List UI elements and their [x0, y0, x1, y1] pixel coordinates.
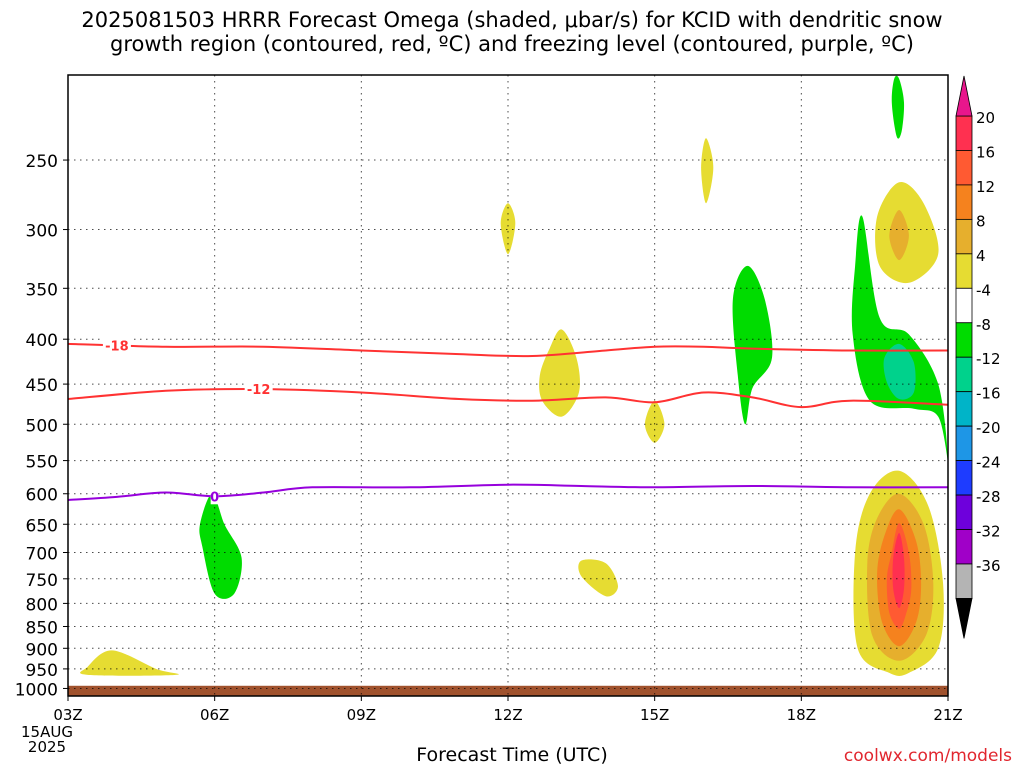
x-tick-label-18Z: 18Z — [787, 706, 816, 724]
colorbar-label-3: 8 — [976, 212, 986, 230]
omega-region-ascent-4 — [199, 493, 242, 599]
x-tick-label-09Z: 09Z — [347, 706, 376, 724]
colorbar-label-13: -36 — [976, 557, 1001, 575]
colorbar-label-9: -20 — [976, 419, 1001, 437]
x-date-label-1: 2025 — [28, 738, 66, 756]
contour-label-bg-2 — [210, 488, 219, 505]
omega-region-descent-16 — [578, 559, 618, 597]
x-tick-label-03Z: 03Z — [53, 706, 82, 724]
colorbar-bin-5 — [955, 287, 973, 324]
colorbar-bin-12 — [955, 529, 973, 565]
colorbar-bin-6 — [955, 322, 973, 358]
colorbar: 20 16 12 8 4 -4 -8 -12 -16 -20 -24 -28 -32 -36 — [955, 75, 1001, 639]
contour-line-2 — [68, 483, 948, 501]
omega-region-descent-13 — [500, 203, 516, 255]
y-tick-label-1000: 1000 — [15, 680, 58, 700]
colorbar-label-5: -4 — [976, 281, 991, 299]
x-tick-label-12Z: 12Z — [493, 706, 522, 724]
omega-region-ascent-1 — [891, 75, 905, 139]
colorbar-label-11: -28 — [976, 488, 1001, 506]
colorbar-bin-0 — [955, 115, 973, 151]
contour-label-bg-1 — [244, 381, 273, 398]
colorbar-bottom-triangle — [955, 598, 973, 639]
y-tick-label-850: 850 — [26, 619, 58, 639]
y-tick-label-250: 250 — [26, 152, 58, 172]
colorbar-bin-11 — [955, 494, 973, 530]
omega-region-ascent-0 — [851, 215, 948, 462]
omega-region-ascent-2 — [883, 343, 916, 400]
y-tick-label-600: 600 — [26, 486, 58, 506]
colorbar-bin-13 — [955, 563, 973, 599]
y-tick-label-750: 750 — [26, 571, 58, 591]
colorbar-label-4: 4 — [976, 247, 986, 265]
colorbar-bin-8 — [955, 391, 973, 427]
contour-label-1: -12 — [247, 383, 271, 398]
colorbar-label-12: -32 — [976, 523, 1001, 541]
terrain-surface — [68, 685, 948, 696]
colorbar-label-10: -24 — [976, 454, 1001, 472]
colorbar-bin-1 — [955, 150, 973, 186]
colorbar-bin-4 — [955, 253, 973, 289]
contour-label-0: -18 — [105, 339, 129, 354]
y-tick-label-500: 500 — [26, 416, 58, 436]
y-tick-label-700: 700 — [26, 545, 58, 565]
contours — [68, 342, 948, 501]
x-date-label-0: 15AUG — [21, 723, 73, 741]
x-axis-label: Forecast Time (UTC) — [416, 744, 608, 766]
plot-frame — [67, 74, 949, 697]
omega-region-descent-14 — [539, 329, 580, 417]
colorbar-bin-7 — [955, 356, 973, 393]
colorbar-label-2: 12 — [976, 178, 995, 196]
colorbar-bin-2 — [955, 184, 973, 220]
y-tick-label-300: 300 — [26, 222, 58, 242]
contour-line-1 — [68, 388, 948, 409]
y-tick-label-450: 450 — [26, 376, 58, 396]
colorbar-label-6: -8 — [976, 316, 991, 334]
omega-region-descent-17 — [80, 650, 179, 676]
colorbar-top-triangle — [955, 75, 973, 117]
omega-region-descent-11 — [892, 533, 905, 609]
credit-link[interactable]: coolwx.com/models — [843, 746, 1012, 766]
colorbar-label-0: 20 — [976, 109, 995, 127]
chart-title-line1: 2025081503 HRRR Forecast Omega (shaded, … — [81, 8, 943, 32]
omega-shading — [80, 75, 948, 676]
omega-region-ascent-3 — [732, 265, 773, 425]
grid-lines — [68, 75, 948, 696]
y-tick-label-650: 650 — [26, 516, 58, 536]
omega-region-descent-12 — [701, 138, 714, 204]
colorbar-bin-9 — [955, 425, 973, 462]
x-tick-label-06Z: 06Z — [200, 706, 229, 724]
y-tick-label-400: 400 — [26, 331, 58, 351]
omega-region-descent-15 — [644, 400, 665, 443]
contour-line-0 — [68, 342, 948, 358]
colorbar-label-7: -12 — [976, 350, 1001, 368]
chart-title-line2: growth region (contoured, red, ºC) and f… — [110, 32, 914, 56]
y-tick-label-350: 350 — [26, 280, 58, 300]
contour-label-2: 0 — [210, 490, 219, 505]
y-tick-label-800: 800 — [26, 595, 58, 615]
x-tick-label-21Z: 21Z — [933, 706, 962, 724]
colorbar-bin-3 — [955, 218, 973, 255]
colorbar-label-8: -16 — [976, 385, 1001, 403]
colorbar-bin-10 — [955, 460, 973, 496]
y-tick-label-950: 950 — [26, 661, 58, 681]
y-tick-label-900: 900 — [26, 640, 58, 660]
colorbar-label-1: 16 — [976, 143, 995, 161]
y-tick-label-550: 550 — [26, 453, 58, 473]
omega-region-descent-6 — [889, 210, 909, 261]
x-tick-label-15Z: 15Z — [640, 706, 669, 724]
contour-label-bg-0 — [102, 337, 131, 354]
